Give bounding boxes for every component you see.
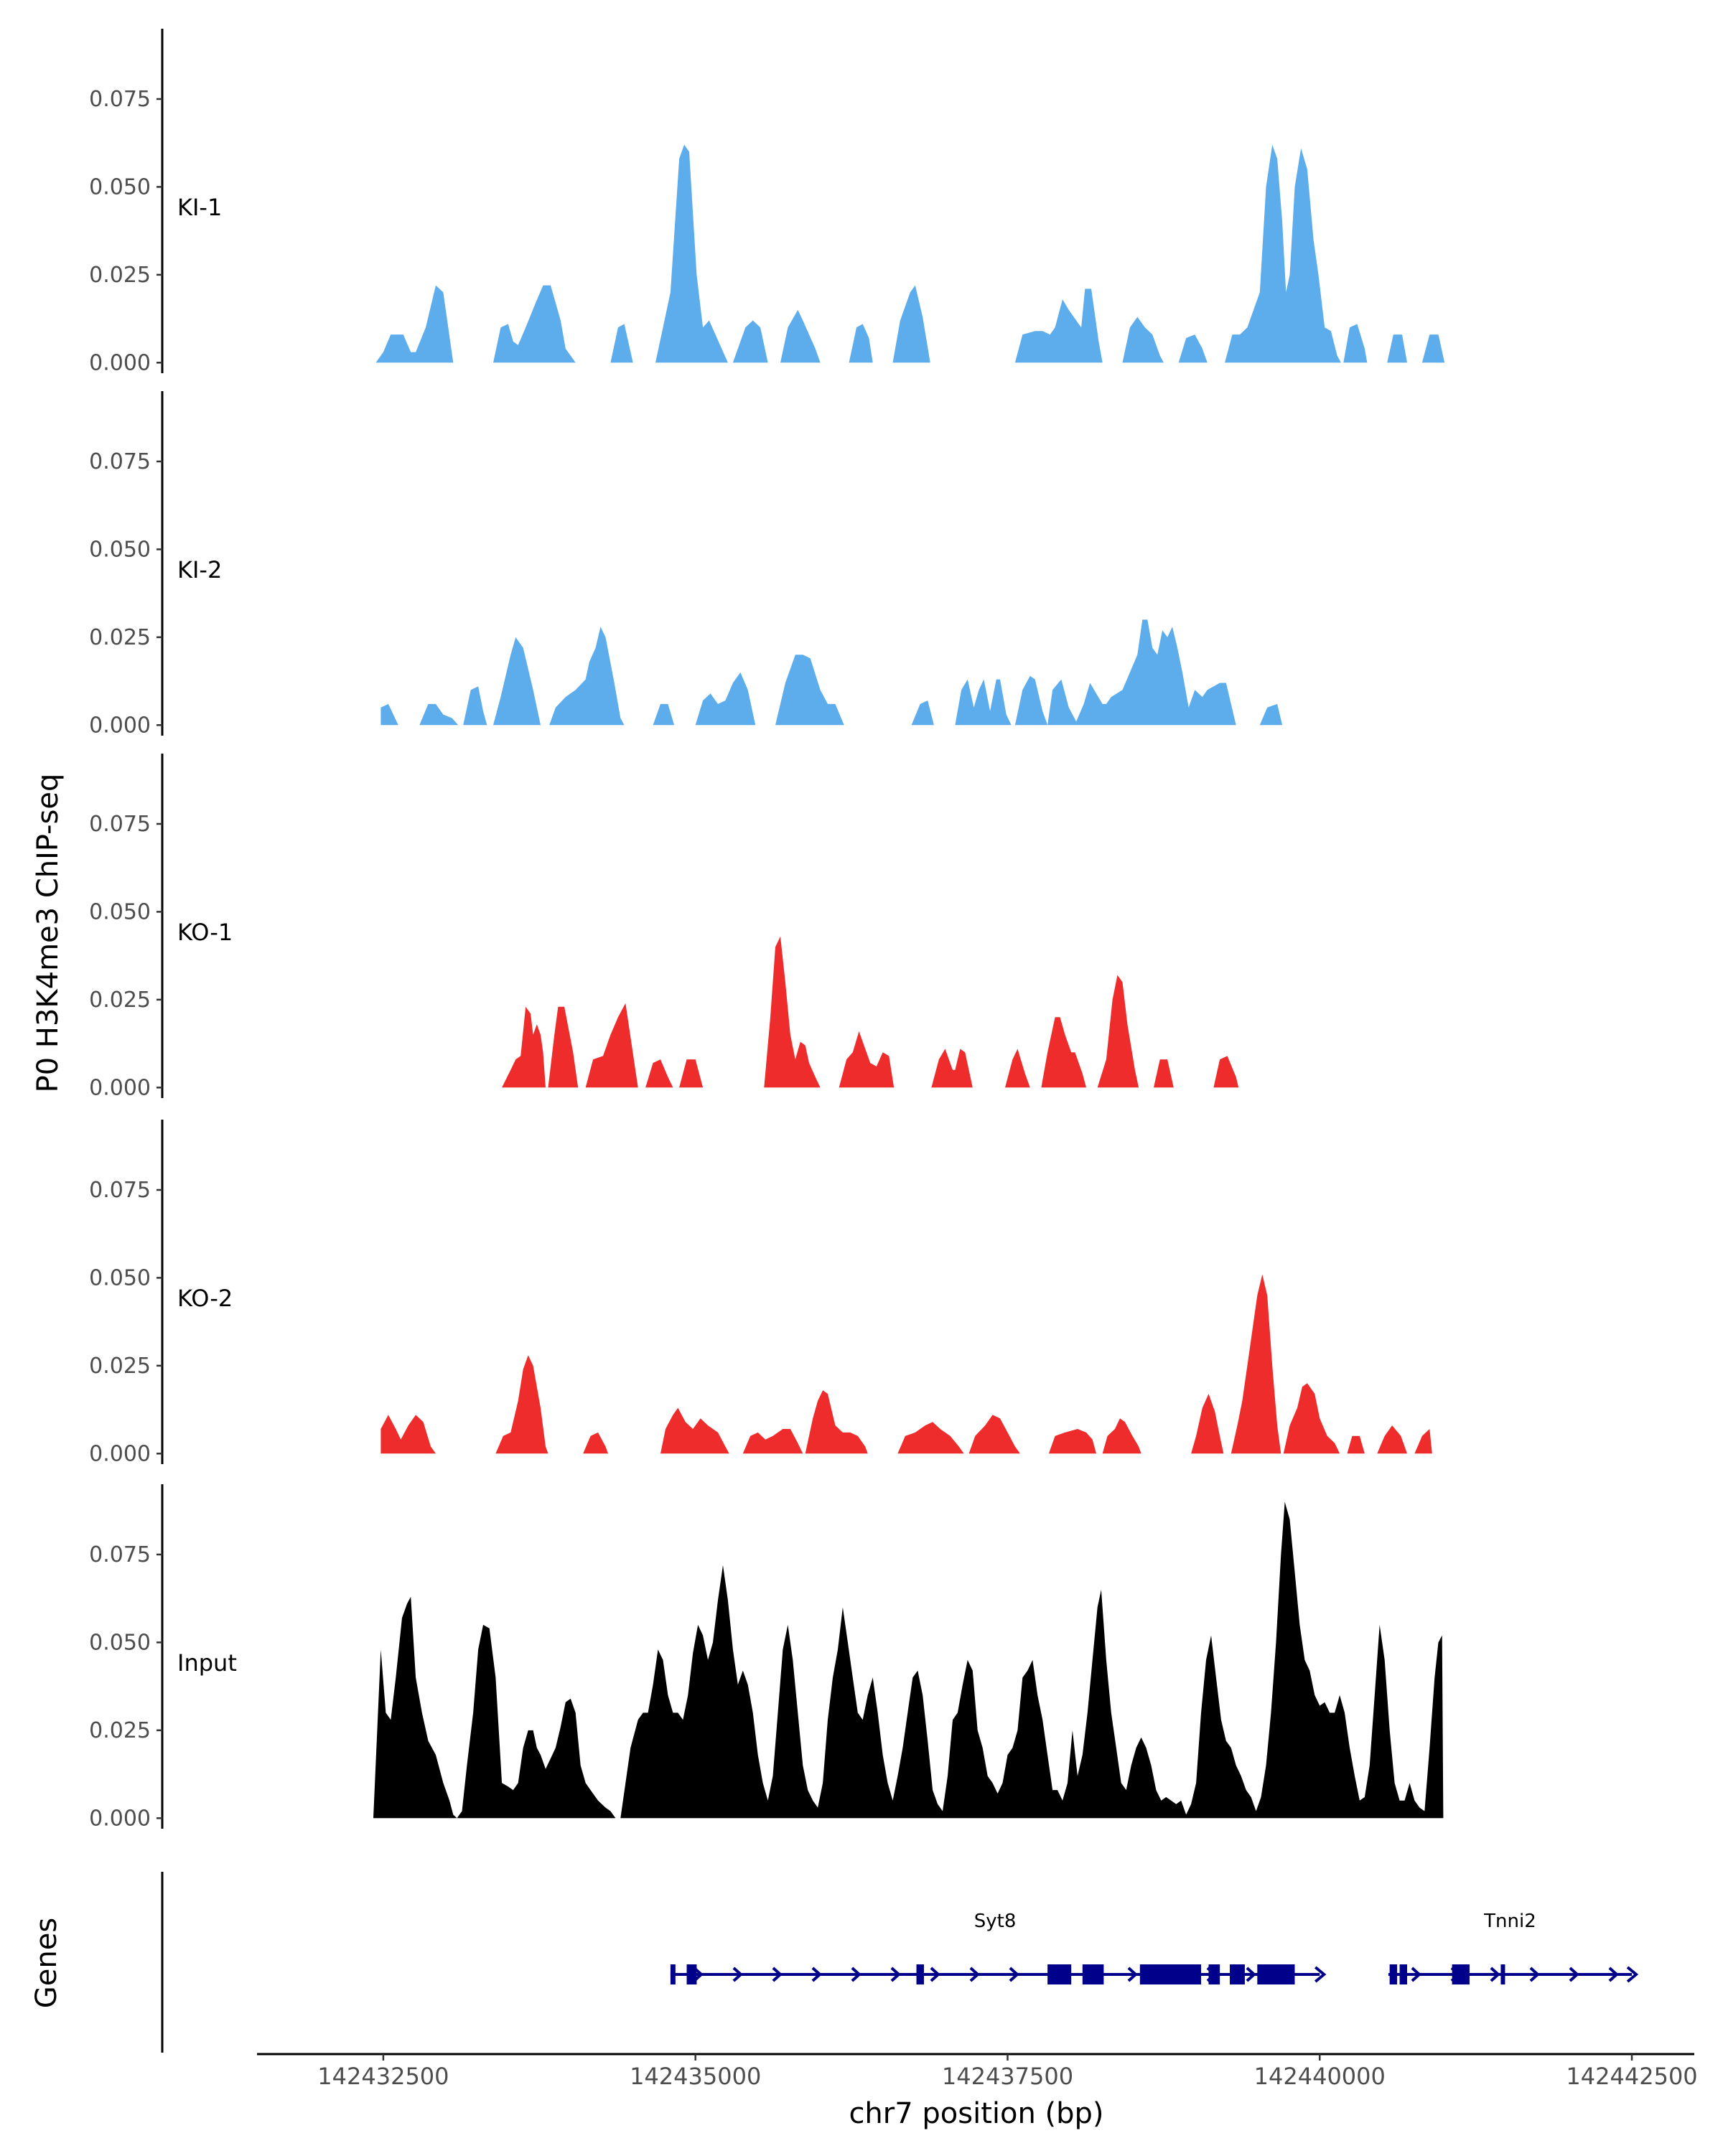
area-series-ki-2 xyxy=(380,619,1283,726)
y-tick-label-ki-2: 0.075 xyxy=(89,449,151,474)
x-tick-label: 142440000 xyxy=(1254,2063,1386,2090)
y-tick-label-ko-2: 0.000 xyxy=(89,1441,151,1466)
series-label-ki-2: KI-2 xyxy=(177,556,222,583)
series-label-ki-1: KI-1 xyxy=(177,194,222,221)
y-tick-label-ko-1: 0.075 xyxy=(89,812,151,837)
exon-syt8 xyxy=(1230,1964,1245,1984)
x-tick-label: 142435000 xyxy=(630,2063,761,2090)
exon-tnni2 xyxy=(1389,1964,1398,1984)
strand-chevron-syt8 xyxy=(890,1967,901,1982)
y-tick-label-ko-1: 0.025 xyxy=(89,988,151,1013)
strand-chevron-tnni2 xyxy=(1529,1967,1540,1982)
exon-tnni2 xyxy=(1399,1964,1407,1984)
gene-end-arrow-tnni2 xyxy=(1626,1966,1639,1983)
y-tick-label-ko-2: 0.050 xyxy=(89,1265,151,1290)
gene-name-syt8: Syt8 xyxy=(974,1911,1017,1932)
strand-chevron-syt8 xyxy=(1009,1967,1019,1982)
genes-track-label: Genes xyxy=(30,1918,63,2008)
y-tick-label-ki-1: 0.025 xyxy=(89,263,151,288)
area-series-input xyxy=(373,1501,1444,1819)
y-tick-label-ki-1: 0.050 xyxy=(89,174,151,200)
exon-syt8 xyxy=(916,1964,924,1984)
exon-syt8 xyxy=(1208,1964,1220,1984)
y-tick-label-input: 0.025 xyxy=(89,1718,151,1743)
exon-syt8 xyxy=(1082,1964,1104,1984)
strand-chevron-syt8 xyxy=(969,1967,980,1982)
y-tick-label-ki-1: 0.000 xyxy=(89,350,151,375)
x-tick-label: 142442500 xyxy=(1566,2063,1697,2090)
exon-syt8 xyxy=(1257,1964,1295,1984)
strand-chevron-syt8 xyxy=(930,1967,940,1982)
y-axis-title: P0 H3K4me3 ChIP-seq xyxy=(32,774,65,1093)
strand-chevron-syt8 xyxy=(1246,1967,1256,1982)
y-tick-label-ko-2: 0.025 xyxy=(89,1354,151,1379)
exon-syt8 xyxy=(686,1964,697,1984)
area-series-ko-2 xyxy=(380,1274,1432,1454)
x-tick-label: 142437500 xyxy=(942,2063,1073,2090)
exon-syt8 xyxy=(1139,1964,1202,1984)
x-tick-label: 142432500 xyxy=(317,2063,449,2090)
series-label-ko-2: KO-2 xyxy=(177,1285,233,1312)
y-tick-label-ki-2: 0.025 xyxy=(89,625,151,650)
exon-syt8 xyxy=(1047,1964,1072,1984)
y-tick-label-input: 0.050 xyxy=(89,1630,151,1655)
strand-chevron-syt8 xyxy=(772,1967,783,1982)
strand-chevron-tnni2 xyxy=(1608,1967,1619,1982)
strand-chevron-syt8 xyxy=(811,1967,822,1982)
y-tick-label-input: 0.000 xyxy=(89,1806,151,1831)
gene-name-tnni2: Tnni2 xyxy=(1483,1911,1536,1932)
area-series-ki-1 xyxy=(375,144,1445,363)
y-tick-label-ko-2: 0.075 xyxy=(89,1178,151,1203)
strand-chevron-tnni2 xyxy=(1569,1967,1579,1982)
y-tick-label-ko-1: 0.000 xyxy=(89,1075,151,1100)
series-label-input: Input xyxy=(177,1649,237,1677)
y-tick-label-ki-2: 0.000 xyxy=(89,713,151,738)
gene-end-arrow-syt8 xyxy=(1314,1966,1327,1983)
y-tick-label-ki-1: 0.075 xyxy=(89,87,151,112)
exon-tnni2 xyxy=(1500,1964,1505,1984)
strand-chevron-syt8 xyxy=(1127,1967,1138,1982)
y-tick-label-ki-2: 0.050 xyxy=(89,537,151,562)
y-tick-label-ko-1: 0.050 xyxy=(89,899,151,924)
series-label-ko-1: KO-1 xyxy=(177,919,233,946)
y-tick-label-input: 0.075 xyxy=(89,1542,151,1567)
exon-syt8 xyxy=(670,1964,676,1984)
strand-chevron-tnni2 xyxy=(1411,1967,1421,1982)
strand-chevron-tnni2 xyxy=(1490,1967,1500,1982)
x-axis-title: chr7 position (bp) xyxy=(849,2097,1103,2130)
strand-chevron-syt8 xyxy=(732,1967,743,1982)
area-series-ko-1 xyxy=(502,936,1239,1088)
exon-tnni2 xyxy=(1452,1964,1470,1984)
strand-chevron-syt8 xyxy=(851,1967,862,1982)
